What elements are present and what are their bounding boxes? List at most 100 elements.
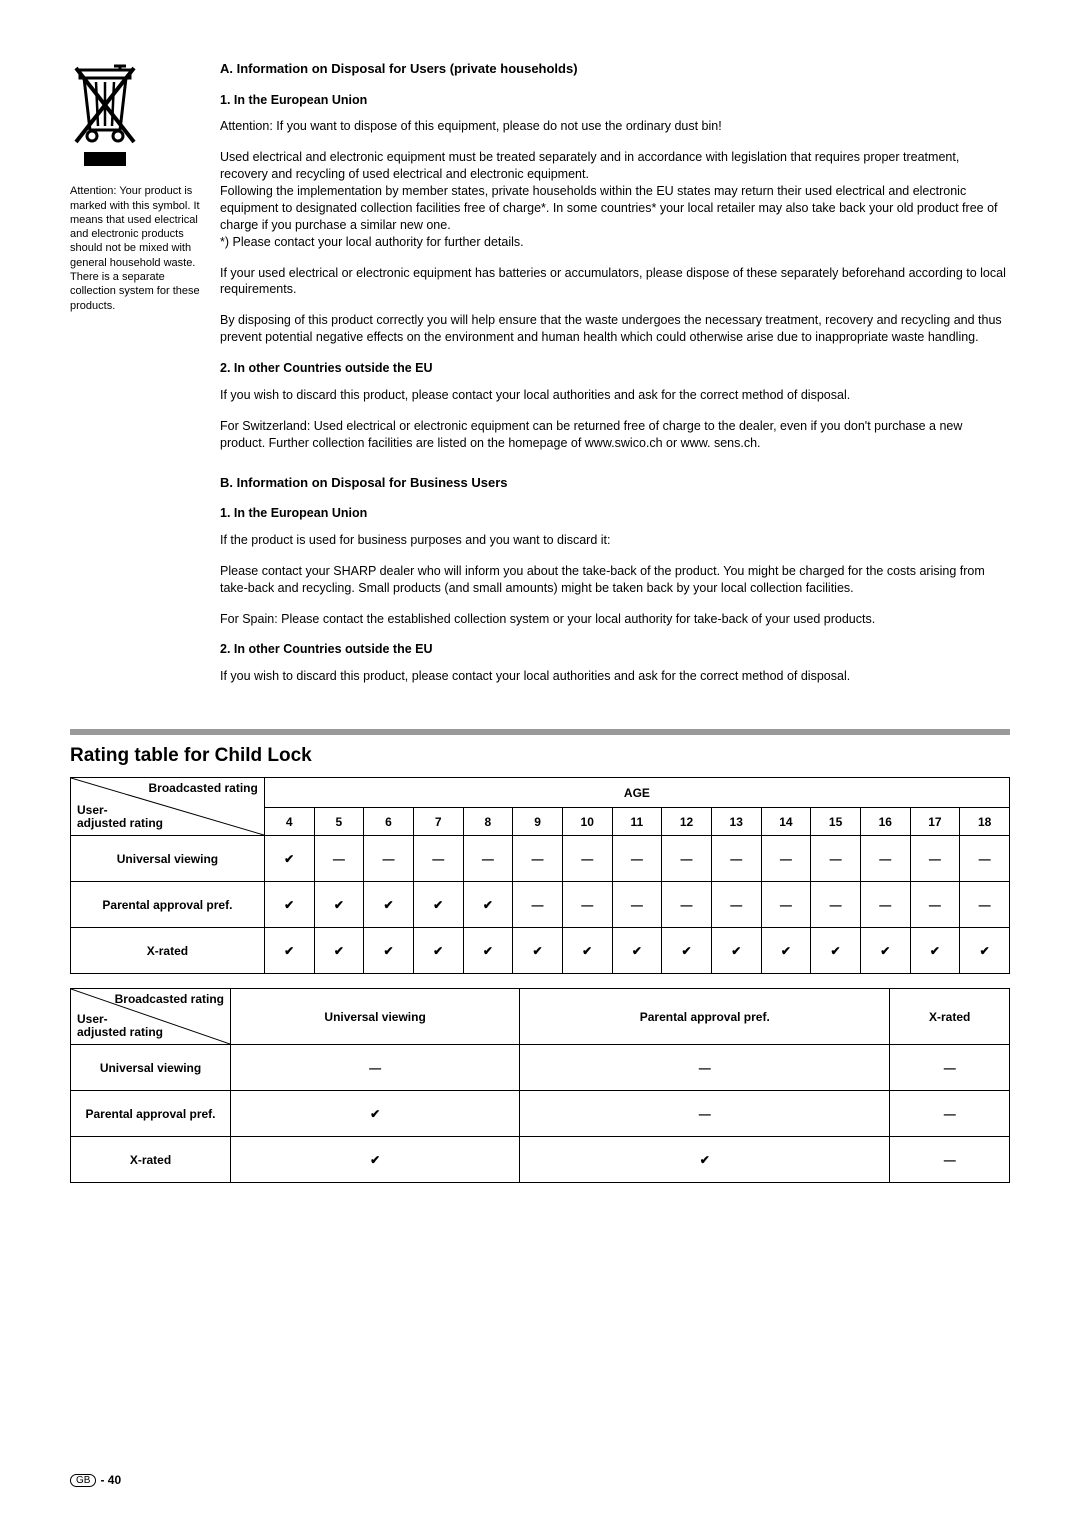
age-column-header: 8 <box>463 808 513 836</box>
dash-cell: — <box>413 836 463 882</box>
dash-cell: — <box>811 882 861 928</box>
check-cell: ✔ <box>231 1137 520 1183</box>
country-badge: GB <box>70 1474 96 1487</box>
age-column-header: 16 <box>860 808 910 836</box>
dash-cell: — <box>860 882 910 928</box>
table-row: Parental approval pref.✔✔✔✔✔—————————— <box>71 882 1010 928</box>
rating-table-2: Broadcasted rating User-adjusted rating … <box>70 988 1010 1183</box>
table-row: Universal viewing✔—————————————— <box>71 836 1010 882</box>
check-cell: ✔ <box>513 928 563 974</box>
dash-cell: — <box>463 836 513 882</box>
dash-cell: — <box>890 1091 1010 1137</box>
check-cell: ✔ <box>612 928 662 974</box>
dash-cell: — <box>364 836 414 882</box>
para: If your used electrical or electronic eq… <box>220 265 1010 299</box>
dash-cell: — <box>910 836 960 882</box>
table-row: Universal viewing——— <box>71 1045 1010 1091</box>
page-footer: GB - 40 <box>70 1473 121 1487</box>
check-cell: ✔ <box>264 836 314 882</box>
dash-cell: — <box>520 1045 890 1091</box>
dash-cell: — <box>910 882 960 928</box>
section-divider <box>70 729 1010 735</box>
diag-top-label: Broadcasted rating <box>148 781 257 795</box>
row-label: Parental approval pref. <box>71 882 265 928</box>
para: Please contact your SHARP dealer who wil… <box>220 563 1010 597</box>
age-column-header: 17 <box>910 808 960 836</box>
diagonal-header-cell: Broadcasted rating User-adjusted rating <box>71 778 265 836</box>
check-cell: ✔ <box>860 928 910 974</box>
age-column-header: 12 <box>662 808 712 836</box>
category-header: Universal viewing <box>231 989 520 1045</box>
age-column-header: 13 <box>711 808 761 836</box>
dash-cell: — <box>513 882 563 928</box>
dash-cell: — <box>314 836 364 882</box>
row-label: Universal viewing <box>71 1045 231 1091</box>
check-cell: ✔ <box>364 928 414 974</box>
row-label: Parental approval pref. <box>71 1091 231 1137</box>
diag-bottom-label-1: User- <box>77 803 108 817</box>
check-cell: ✔ <box>413 928 463 974</box>
para: By disposing of this product correctly y… <box>220 312 1010 346</box>
diagonal-header-cell: Broadcasted rating User-adjusted rating <box>71 989 231 1045</box>
section-a-sub2: 2. In other Countries outside the EU <box>220 360 1010 377</box>
dash-cell: — <box>231 1045 520 1091</box>
check-cell: ✔ <box>231 1091 520 1137</box>
check-cell: ✔ <box>314 882 364 928</box>
dash-cell: — <box>711 836 761 882</box>
dash-cell: — <box>761 882 811 928</box>
dash-cell: — <box>890 1045 1010 1091</box>
age-header: AGE <box>264 778 1009 808</box>
section-a-sub1: 1. In the European Union <box>220 92 1010 109</box>
check-cell: ✔ <box>314 928 364 974</box>
age-column-header: 15 <box>811 808 861 836</box>
diag-bottom-label-1: User- <box>77 1012 108 1026</box>
dash-cell: — <box>612 882 662 928</box>
check-cell: ✔ <box>761 928 811 974</box>
page-number: - 40 <box>100 1473 121 1487</box>
row-label: Universal viewing <box>71 836 265 882</box>
para: Used electrical and electronic equipment… <box>220 149 1010 183</box>
table-row: X-rated✔✔— <box>71 1137 1010 1183</box>
dash-cell: — <box>520 1091 890 1137</box>
weee-bin-icon <box>70 60 140 170</box>
dash-cell: — <box>960 882 1010 928</box>
disposal-info-section: Attention: Your product is marked with t… <box>70 60 1010 699</box>
table-row: X-rated✔✔✔✔✔✔✔✔✔✔✔✔✔✔✔ <box>71 928 1010 974</box>
age-column-header: 4 <box>264 808 314 836</box>
category-header: Parental approval pref. <box>520 989 890 1045</box>
dash-cell: — <box>960 836 1010 882</box>
check-cell: ✔ <box>811 928 861 974</box>
age-column-header: 5 <box>314 808 364 836</box>
age-column-header: 7 <box>413 808 463 836</box>
category-header: X-rated <box>890 989 1010 1045</box>
check-cell: ✔ <box>520 1137 890 1183</box>
para: If the product is used for business purp… <box>220 532 1010 549</box>
dash-cell: — <box>890 1137 1010 1183</box>
para: Attention: If you want to dispose of thi… <box>220 118 1010 135</box>
diag-top-label: Broadcasted rating <box>115 992 224 1006</box>
age-column-header: 18 <box>960 808 1010 836</box>
row-label: X-rated <box>71 1137 231 1183</box>
dash-cell: — <box>711 882 761 928</box>
age-column-header: 14 <box>761 808 811 836</box>
diag-bottom-label-2: adjusted rating <box>77 816 163 830</box>
main-text-column: A. Information on Disposal for Users (pr… <box>220 60 1010 699</box>
para: For Switzerland: Used electrical or elec… <box>220 418 1010 452</box>
check-cell: ✔ <box>562 928 612 974</box>
sidebar-column: Attention: Your product is marked with t… <box>70 60 200 699</box>
para: If you wish to discard this product, ple… <box>220 668 1010 685</box>
para: If you wish to discard this product, ple… <box>220 387 1010 404</box>
dash-cell: — <box>662 836 712 882</box>
section-b-sub2: 2. In other Countries outside the EU <box>220 641 1010 658</box>
rating-table-1: Broadcasted rating User-adjusted rating … <box>70 777 1010 974</box>
dash-cell: — <box>513 836 563 882</box>
check-cell: ✔ <box>711 928 761 974</box>
check-cell: ✔ <box>960 928 1010 974</box>
para: *) Please contact your local authority f… <box>220 234 1010 251</box>
check-cell: ✔ <box>264 882 314 928</box>
age-column-header: 10 <box>562 808 612 836</box>
check-cell: ✔ <box>910 928 960 974</box>
dash-cell: — <box>612 836 662 882</box>
dash-cell: — <box>562 836 612 882</box>
dash-cell: — <box>860 836 910 882</box>
